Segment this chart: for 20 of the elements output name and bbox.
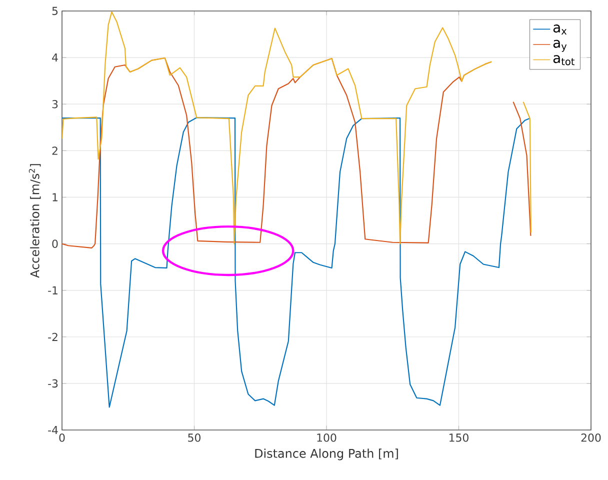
legend-label: a$_{x}$ — [553, 24, 567, 35]
y-tick-label: 3 — [52, 100, 58, 108]
x-axis-title: Distance Along Path [m] — [255, 448, 398, 460]
x-tick-label: 150 — [450, 434, 468, 442]
x-tick-label: 200 — [581, 434, 601, 442]
y-tick-label: -3 — [48, 379, 58, 388]
y-tick-label: -2 — [48, 332, 58, 341]
y-tick-label: 1 — [52, 193, 58, 202]
y-tick-label: -1 — [48, 286, 58, 294]
x-tick-label: 100 — [317, 434, 336, 442]
y-tick-label: 4 — [52, 54, 58, 62]
y-axis-title: Acceleration [m/s$^{2}$] — [28, 164, 41, 278]
legend-label: a$_{tot}$ — [553, 55, 575, 66]
x-tick-label: 50 — [188, 434, 200, 442]
y-tick-label: -4 — [48, 426, 58, 434]
legend-label: a$_{y}$ — [553, 40, 567, 52]
y-tick-label: 2 — [52, 146, 58, 155]
x-tick-label: 0 — [59, 434, 65, 442]
y-tick-label: 5 — [52, 6, 58, 16]
y-tick-label: 0 — [52, 240, 58, 248]
